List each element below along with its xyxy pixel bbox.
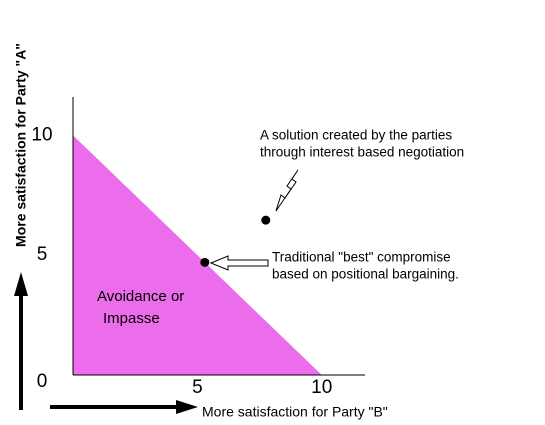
plot-area [73,135,322,375]
y-tick-label: 5 [37,244,48,265]
region-label: Impasse [103,310,160,327]
point [261,215,271,225]
y-tick-label: 0 [37,371,48,392]
region-texture [73,135,322,375]
x-axis-arrow-head [176,400,198,414]
y-axis-arrow-head [14,272,28,296]
annotation: through interest based negotiation [260,145,464,160]
pointer-arrow [209,255,269,271]
annotation: based on positional bargaining. [272,267,459,282]
y-tick-label: 10 [31,124,52,145]
x-tick-label: 10 [311,377,332,398]
annotation: Traditional "best" compromise [272,250,451,265]
x-tick-label: 5 [192,377,203,398]
point [200,257,210,267]
annotation: A solution created by the parties [260,128,452,143]
x-axis-label: More satisfaction for Party "B" [202,404,388,420]
region-label: Avoidance or [97,288,184,305]
pointer-arrow [275,169,299,212]
y-axis-label: More satisfaction for Party "A" [13,43,29,247]
